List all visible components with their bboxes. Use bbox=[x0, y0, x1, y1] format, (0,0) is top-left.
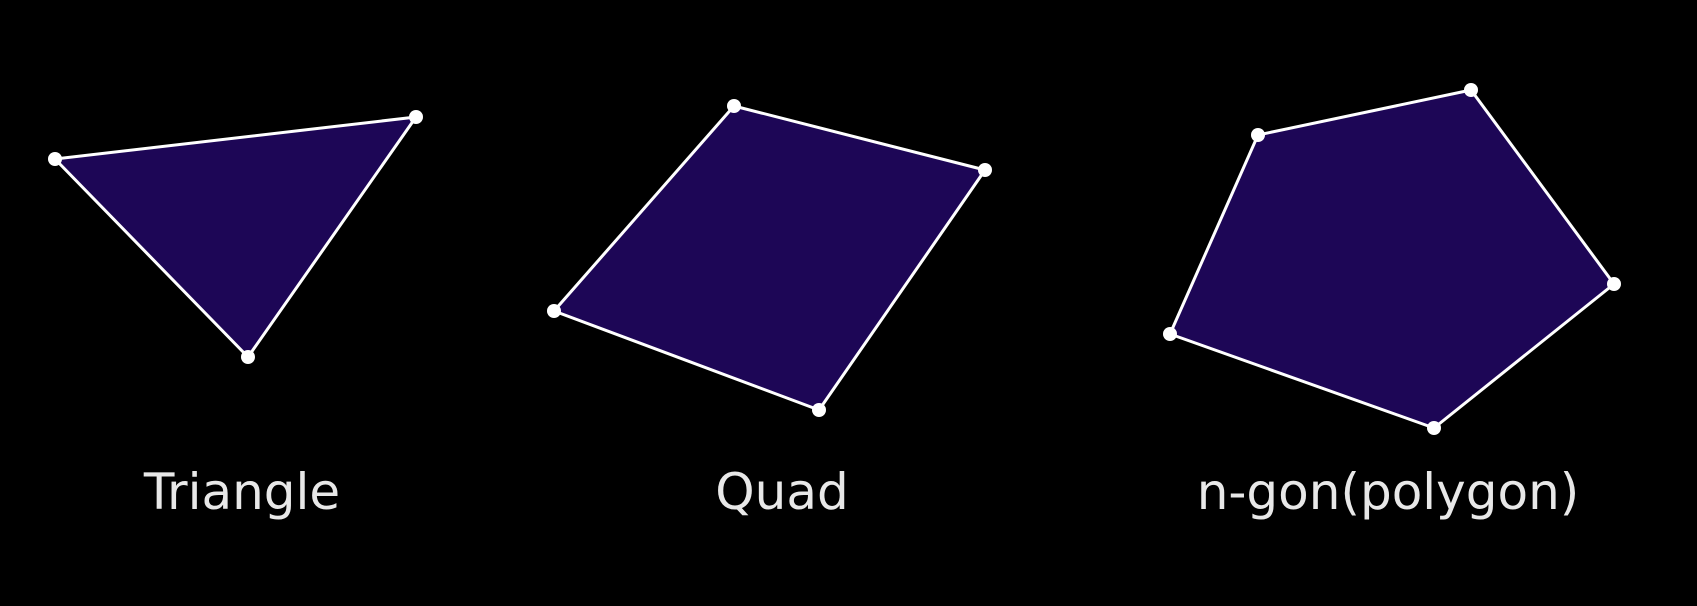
quad-vertex-dot bbox=[978, 163, 992, 177]
triangle-polygon bbox=[53, 115, 418, 359]
quad-shape bbox=[547, 99, 992, 417]
ngon-vertex-dot bbox=[1251, 128, 1265, 142]
quad-vertex-dot bbox=[727, 99, 741, 113]
triangle-vertex-dot bbox=[48, 152, 62, 166]
ngon-polygon bbox=[1168, 88, 1616, 430]
ngon-vertices bbox=[1163, 83, 1621, 435]
quad-label: Quad bbox=[715, 463, 849, 521]
ngon-vertex-dot bbox=[1427, 421, 1441, 435]
quad-polygon bbox=[552, 104, 987, 412]
ngon-shape bbox=[1163, 83, 1621, 435]
triangle-vertices bbox=[48, 110, 423, 364]
triangle-shape bbox=[48, 110, 423, 364]
quad-vertex-dot bbox=[547, 304, 561, 318]
ngon-vertex-dot bbox=[1464, 83, 1478, 97]
quad-vertex-dot bbox=[812, 403, 826, 417]
triangle-vertex-dot bbox=[241, 350, 255, 364]
ngon-label: n-gon(polygon) bbox=[1196, 463, 1580, 521]
quad-vertices bbox=[547, 99, 992, 417]
ngon-vertex-dot bbox=[1163, 327, 1177, 341]
triangle-vertex-dot bbox=[409, 110, 423, 124]
ngon-vertex-dot bbox=[1607, 277, 1621, 291]
triangle-label: Triangle bbox=[143, 463, 341, 521]
